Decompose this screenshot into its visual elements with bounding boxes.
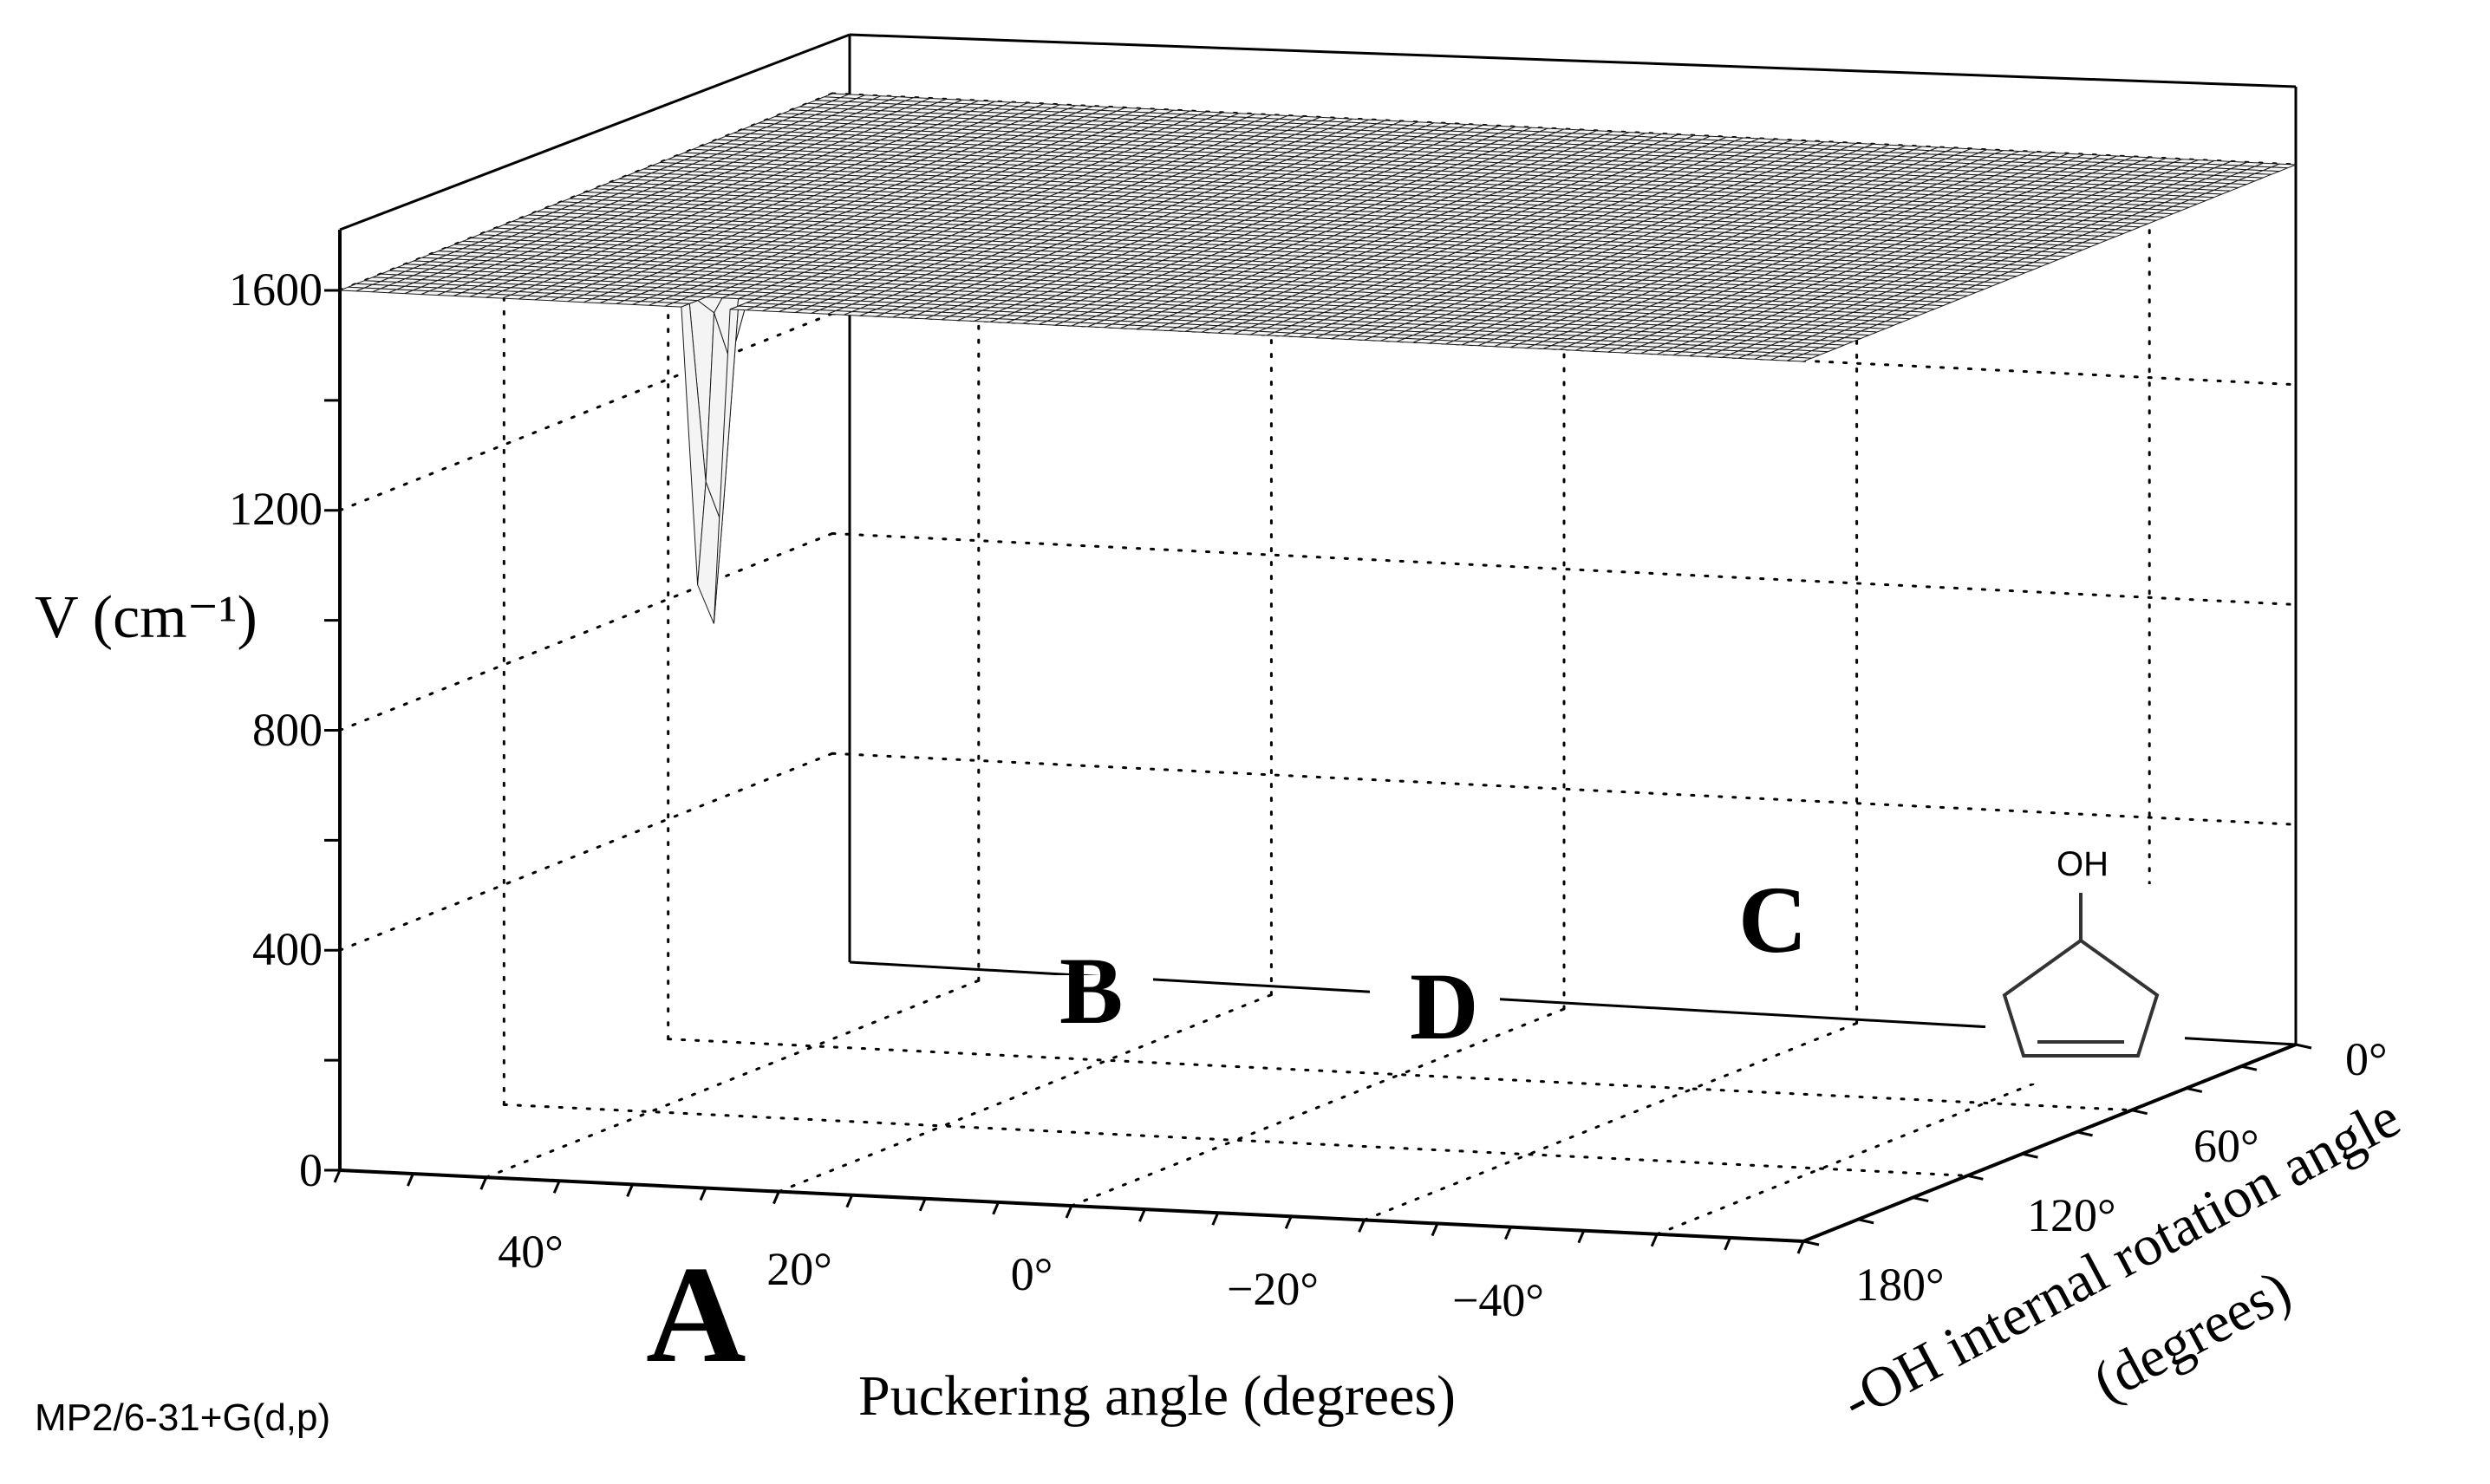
tick-mark (2240, 1064, 2258, 1071)
tick-mark (1504, 1227, 1512, 1240)
tick-mark (1358, 1219, 1366, 1233)
tick-mark (1857, 1218, 1874, 1225)
axis-tick-marks (324, 289, 2312, 1254)
tick-mark (845, 1194, 854, 1208)
tick-mark (2131, 1109, 2148, 1116)
grid-line (338, 312, 834, 512)
grid-line (1070, 1007, 1566, 1207)
tick-mark (918, 1198, 927, 1212)
tick-mark (333, 1169, 342, 1183)
tick-mark (1284, 1215, 1293, 1229)
tick-mark (1211, 1212, 1220, 1226)
tick-mark (1577, 1230, 1586, 1244)
energy-surface-mesh (339, 93, 2297, 624)
grid-line (338, 752, 834, 952)
grid-line (485, 979, 981, 1179)
tick-mark (992, 1201, 1000, 1215)
grid-line (1655, 1036, 2151, 1236)
tick-mark (1650, 1233, 1659, 1247)
grid-line (831, 532, 2298, 606)
grid-line (831, 752, 2298, 826)
tick-mark (2186, 1086, 2203, 1093)
tick-mark (1912, 1196, 1929, 1203)
tick-mark (626, 1183, 634, 1197)
grid-line (667, 1038, 2134, 1112)
grid-line (502, 1103, 1969, 1177)
tick-mark (699, 1187, 707, 1201)
tick-mark (1967, 1174, 1984, 1181)
tick-mark (2076, 1130, 2093, 1137)
tick-mark (1065, 1205, 1073, 1219)
tick-mark (407, 1173, 414, 1187)
tick-mark (1724, 1237, 1731, 1251)
tick-mark (772, 1191, 780, 1205)
grid-line (777, 993, 1273, 1194)
tick-mark (1802, 1240, 1820, 1246)
tick-mark (1431, 1222, 1439, 1237)
tick-mark (479, 1176, 488, 1190)
y-axis-line (1802, 1043, 2297, 1243)
tick-mark (552, 1180, 561, 1194)
tick-mark (1796, 1240, 1805, 1254)
grid-line (831, 312, 2298, 387)
grid-line (338, 532, 834, 732)
tick-mark (2022, 1152, 2038, 1159)
axes (338, 230, 2297, 1243)
tick-mark (1138, 1208, 1146, 1222)
tick-mark (2295, 1043, 2312, 1050)
grid-line (1363, 1021, 1859, 1221)
